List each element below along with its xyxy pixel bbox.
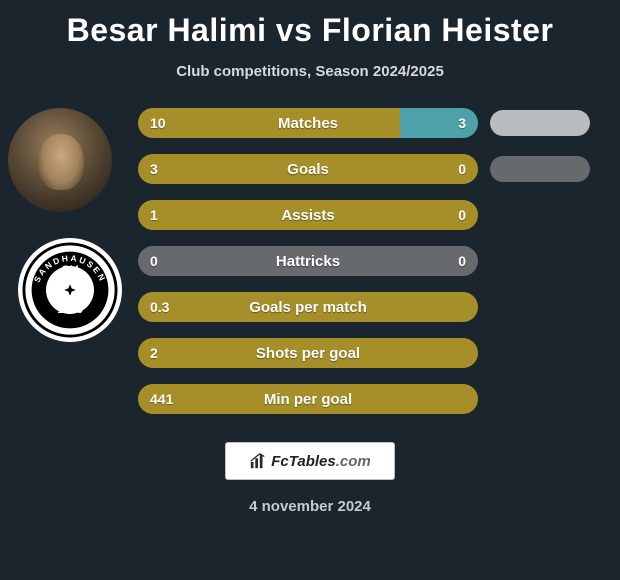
stat-row: Hattricks0 0 [138, 246, 478, 276]
stat-label: Hattricks [138, 246, 478, 276]
page-title: Besar Halimi vs Florian Heister [0, 0, 620, 49]
stat-label: Goals [138, 154, 478, 184]
stat-value-left: 441 [150, 384, 173, 414]
footer-brand-name: FcTables [271, 453, 335, 470]
stat-value-right: 0 [458, 246, 466, 276]
club-logo-svg: SV SANDHAUSEN 1916 [22, 242, 118, 338]
stat-row: Matches10 3 [138, 108, 478, 138]
stat-value-left: 0 [150, 246, 158, 276]
stat-label: Shots per goal [138, 338, 478, 368]
stat-value-left: 10 [150, 108, 166, 138]
side-pill [490, 156, 590, 182]
stat-value-left: 0.3 [150, 292, 169, 322]
footer-brand: FcTables.com [271, 453, 370, 470]
player2-name: Florian Heister [322, 12, 554, 48]
side-pill [490, 110, 590, 136]
stat-label: Min per goal [138, 384, 478, 414]
stat-label: Matches [138, 108, 478, 138]
player1-avatar [8, 108, 112, 212]
stat-value-right: 0 [458, 200, 466, 230]
stat-row: Assists1 0 [138, 200, 478, 230]
stat-label: Assists [138, 200, 478, 230]
stat-row: Min per goal441 [138, 384, 478, 414]
subtitle: Club competitions, Season 2024/2025 [0, 63, 620, 80]
stat-row: Goals per match0.3 [138, 292, 478, 322]
svg-text:SV: SV [62, 264, 79, 278]
stat-value-left: 3 [150, 154, 158, 184]
stat-value-left: 2 [150, 338, 158, 368]
club-logo: SV SANDHAUSEN 1916 [18, 238, 122, 342]
stat-label: Goals per match [138, 292, 478, 322]
player1-name: Besar Halimi [67, 12, 267, 48]
stat-value-left: 1 [150, 200, 158, 230]
chart-icon [249, 452, 267, 470]
stat-value-right: 0 [458, 154, 466, 184]
stat-row: Goals3 0 [138, 154, 478, 184]
footer-brand-domain: .com [336, 453, 371, 470]
date-text: 4 november 2024 [0, 498, 620, 515]
stat-row: Shots per goal2 [138, 338, 478, 368]
vs-text: vs [276, 12, 313, 48]
stat-value-right: 3 [458, 108, 466, 138]
footer-badge: FcTables.com [225, 442, 395, 480]
stat-rows: Matches103Goals30Assists10Hattricks00Goa… [138, 108, 478, 430]
svg-text:1916: 1916 [57, 304, 83, 316]
